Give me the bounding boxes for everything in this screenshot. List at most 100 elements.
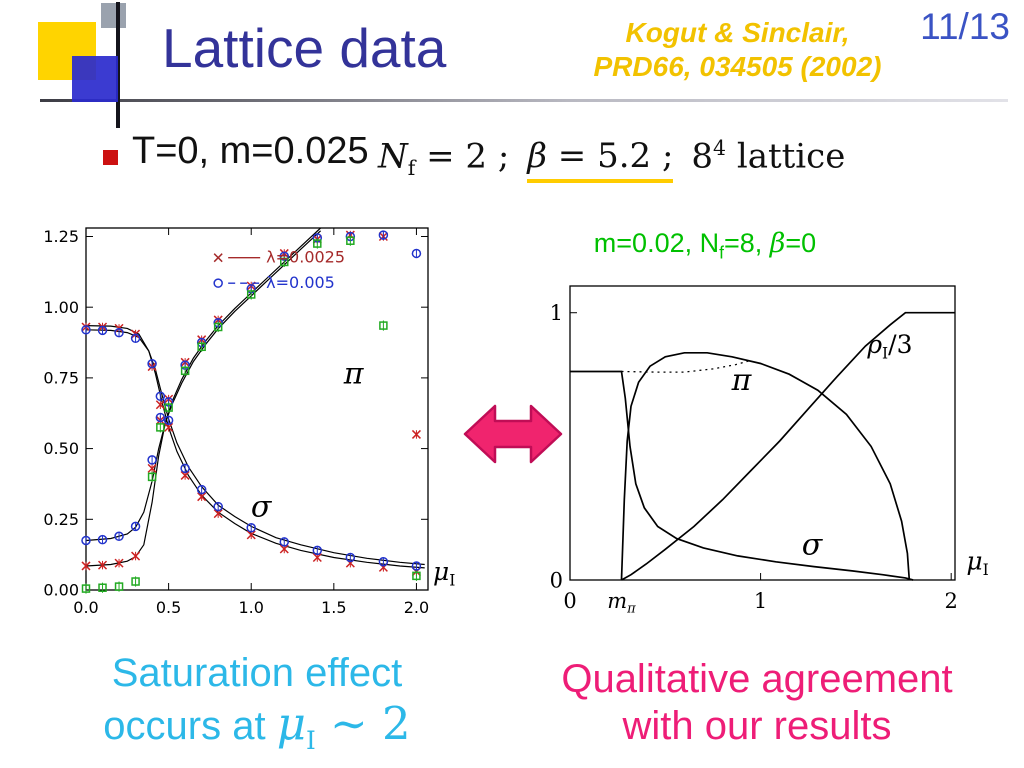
marker-square [379, 321, 388, 330]
annotation: μI [433, 557, 455, 590]
marker-square [131, 577, 140, 586]
marker-circle [163, 415, 174, 426]
marker-x [97, 560, 108, 570]
left-caption-tail: ∼ 2 [315, 697, 411, 751]
marker-circle [155, 391, 166, 402]
left-caption-math: μI ∼ 2 [276, 697, 411, 755]
y-tick-label: 1 [550, 301, 563, 325]
lattice-data-chart: 0.0 0.5 1.0 1.5 2.0 0.00 0.25 0.50 0.75 1.00 1.25 λ… [43, 227, 455, 617]
formula-n: N [378, 136, 408, 177]
left-caption-prefix: occurs at [103, 704, 277, 749]
marker-square [156, 423, 165, 432]
formula-beta-eq: = 5.2 ; [546, 136, 674, 177]
marker-circle [378, 556, 389, 567]
bullet-text: T=0, m=0.025 [132, 130, 369, 172]
marker-circle [279, 537, 290, 547]
marker-square [246, 290, 256, 299]
title-divider [40, 99, 1008, 102]
series-rhoI-over-3 [621, 311, 955, 581]
legend-label: λ=0.005 [266, 273, 335, 292]
marker-x [164, 422, 174, 432]
y-tick-label: 1.25 [43, 227, 79, 246]
y-tick-label: 1.00 [43, 298, 79, 317]
marker-square [412, 571, 421, 581]
series-sigma-fit-l0.0025 [85, 325, 425, 569]
x-tick-label: 1 [754, 589, 767, 613]
annotation: σ [802, 528, 824, 563]
x-tick-label: 0 [563, 589, 576, 613]
left-caption-line1: Saturation effect [111, 651, 403, 695]
plot-frame [85, 227, 429, 591]
plot-frame [569, 285, 956, 581]
y-tick-label: 0.50 [43, 439, 79, 458]
marker-square [213, 322, 223, 332]
marker-square [164, 403, 173, 412]
marker-circle [345, 552, 356, 563]
mu-symbol: μ [276, 697, 306, 751]
marker-circle [180, 463, 190, 474]
formula-word: lattice [726, 136, 846, 177]
marker-square [197, 342, 206, 352]
marker-circle [411, 561, 422, 571]
marker-circle [246, 523, 256, 533]
y-tick-label: 0.25 [43, 510, 79, 529]
green-p1: m=0.02, N [593, 228, 720, 258]
legend-label: λ=0.0025 [266, 248, 345, 267]
left-caption-line2: occurs at μI ∼ 2 [52, 697, 462, 755]
marker-x [279, 544, 289, 554]
marker-circle [147, 455, 157, 465]
series-sigma [570, 370, 914, 581]
x-tick-label: 2 [945, 589, 958, 613]
series-pi [620, 351, 911, 581]
formula-beta: β [527, 136, 547, 177]
marker-circle [196, 484, 207, 495]
x-tick-label: 0.0 [73, 598, 98, 617]
x-tick-label: mπ [607, 589, 636, 617]
model-result-chart: 0 mπ 1 2 0 1 ρI/3 π σ μI [550, 285, 989, 617]
right-caption: Qualitative agreement with our results [512, 656, 1002, 750]
annotation: π [343, 357, 365, 392]
formula-n-sub: f [407, 156, 416, 181]
marker-x [180, 470, 190, 480]
x-tick-label: 0.5 [156, 598, 181, 617]
page-title: Lattice data [162, 17, 447, 79]
deco-gray-square [101, 3, 126, 28]
green-beta: β [769, 228, 786, 259]
annotation: ρI/3 [866, 330, 912, 363]
right-caption-line2: with our results [622, 704, 892, 749]
double-arrow-icon [463, 404, 563, 464]
marker-square [180, 366, 190, 376]
marker-x [114, 558, 124, 568]
marker-circle [411, 248, 422, 259]
marker-circle [130, 521, 141, 532]
marker-square [98, 583, 107, 592]
marker-x [155, 400, 165, 410]
marker-circle [114, 327, 124, 338]
marker-circle [312, 545, 323, 556]
x-tick-label: 1.5 [321, 598, 346, 617]
marker-circle [97, 534, 108, 545]
lattice-formula: Nf = 2 ; β = 5.2 ; 84 lattice [378, 136, 846, 184]
marker-circle [97, 325, 108, 336]
right-caption-line1: Qualitative agreement [561, 657, 953, 701]
marker-circle [81, 325, 91, 335]
y-tick-label: 0 [550, 568, 563, 592]
marker-square [313, 239, 322, 248]
marker-x [246, 530, 256, 540]
marker-x [213, 253, 223, 263]
marker-x [81, 561, 91, 571]
marker-x [213, 509, 223, 519]
marker-square [81, 584, 91, 593]
marker-square [280, 257, 289, 267]
bullet-marker [103, 150, 118, 165]
deco-blue-square [72, 56, 118, 102]
annotation: μI [966, 546, 988, 579]
marker-circle [213, 278, 223, 288]
citation: Kogut & Sinclair, PRD66, 034505 (2002) [545, 16, 930, 83]
marker-square [147, 472, 157, 482]
mu-sub: I [305, 726, 316, 756]
marker-square [346, 236, 355, 245]
marker-circle [147, 359, 157, 369]
green-sub: f [719, 242, 724, 263]
